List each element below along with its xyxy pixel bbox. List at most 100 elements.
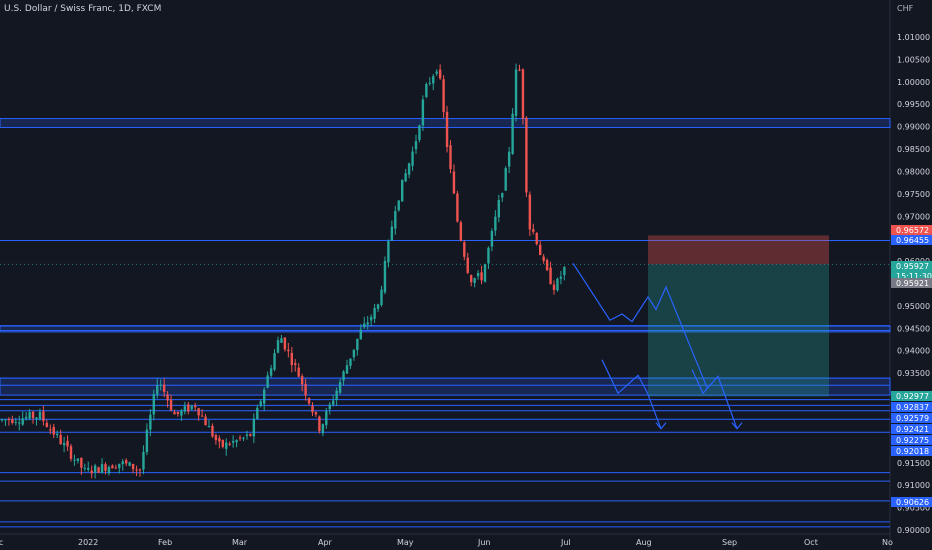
candle-body: [490, 230, 494, 247]
candle-body: [552, 284, 556, 290]
y-tick-label: 1.01000: [897, 33, 930, 42]
candle-body: [332, 400, 335, 405]
candle-body: [297, 367, 300, 377]
candle-body: [90, 470, 93, 474]
price-tag: 0.92837: [891, 402, 932, 412]
candle-body: [197, 408, 200, 416]
candle-body: [249, 434, 252, 436]
candle-body: [80, 457, 83, 468]
candle-body: [18, 422, 21, 424]
candle-body: [352, 349, 356, 358]
candle-body: [259, 401, 262, 406]
price-tag: 0.92421: [891, 424, 932, 434]
candle-body: [156, 385, 159, 395]
candle-body: [470, 275, 473, 283]
candle-body: [435, 71, 438, 74]
candle-body: [521, 69, 525, 119]
candle-body: [87, 468, 90, 470]
candle-body: [125, 460, 128, 464]
candle-body: [221, 439, 224, 447]
candle-body: [142, 451, 145, 470]
candle-body: [76, 458, 80, 461]
candle-body: [563, 266, 566, 276]
candle-body: [207, 426, 211, 428]
price-tag: 0.90626: [891, 497, 932, 507]
x-tick-label: Feb: [158, 538, 172, 547]
candle-body: [228, 443, 231, 445]
candle-body: [414, 141, 418, 150]
candle-body: [325, 411, 328, 426]
candle-body: [363, 323, 366, 328]
x-tick-label: Mar: [232, 538, 248, 547]
price-tag-bg: [891, 402, 932, 412]
price-tag: 0.92579: [891, 413, 932, 423]
currency-label: CHF: [897, 4, 914, 13]
candle-body: [314, 412, 318, 415]
candle-body: [62, 443, 66, 446]
candle-body: [7, 419, 11, 421]
price-tag-countdown: 15:11:30: [896, 272, 932, 281]
candle-body: [4, 419, 7, 421]
candle-body: [387, 241, 390, 263]
candle-body: [542, 256, 545, 261]
candle-body: [380, 289, 383, 305]
candle-body: [466, 257, 469, 273]
candle-body: [407, 163, 411, 175]
x-tick-label: No: [882, 538, 893, 547]
candle-body: [394, 211, 397, 229]
candle-body: [504, 168, 507, 191]
candle-body: [449, 145, 452, 170]
candle-body: [276, 340, 280, 353]
candle-body: [118, 463, 121, 469]
price-tag-bg: [891, 278, 932, 288]
candle-body: [263, 389, 266, 404]
candle-body: [225, 442, 228, 449]
candle-body: [114, 467, 118, 469]
candle-body: [442, 79, 445, 113]
candle-body: [135, 469, 138, 471]
candle-body: [131, 463, 135, 470]
candle-body: [52, 426, 55, 435]
candle-body: [438, 69, 442, 79]
price-tag: 0.96455: [891, 235, 932, 245]
candle-body: [480, 272, 483, 281]
candle-body: [273, 353, 276, 370]
candle-body: [280, 338, 283, 343]
candle-body: [231, 440, 235, 443]
candle-body: [300, 376, 304, 385]
price-tag-bg: [891, 391, 932, 401]
y-tick-label: 0.95000: [897, 302, 930, 311]
candle-body: [411, 151, 414, 166]
candle-body: [166, 394, 169, 401]
candle-body: [180, 410, 183, 416]
candle-body: [66, 440, 69, 447]
price-tag-bg: [891, 497, 932, 507]
candle-body: [511, 113, 514, 154]
price-tag-label: 0.92579: [896, 414, 929, 423]
candle-body: [359, 329, 362, 340]
candle-body: [35, 417, 38, 419]
x-tick-label: Oct: [804, 538, 818, 547]
candle-body: [432, 76, 435, 84]
y-tick-label: 0.98000: [897, 167, 930, 176]
candle-body: [487, 247, 490, 264]
price-tag-label: 0.92977: [896, 392, 929, 401]
candle-body: [218, 438, 221, 442]
candle-body: [45, 422, 49, 427]
candle-body: [559, 276, 563, 279]
price-tag-bg: [891, 261, 932, 281]
candle-body: [269, 368, 273, 376]
candle-body: [476, 273, 480, 277]
candle-body: [200, 415, 204, 417]
price-tag-bg: [891, 225, 932, 235]
y-tick-label: 0.97500: [897, 190, 930, 199]
x-tick-label: Jul: [560, 538, 571, 547]
candle-body: [397, 200, 400, 211]
price-tag: 0.92018: [891, 446, 932, 456]
price-tag-label: 0.96455: [896, 236, 929, 245]
candle-body: [473, 278, 476, 284]
price-tag-label: 0.92421: [896, 425, 929, 434]
candle-body: [100, 464, 104, 473]
y-tick-label: 0.90000: [897, 526, 930, 535]
